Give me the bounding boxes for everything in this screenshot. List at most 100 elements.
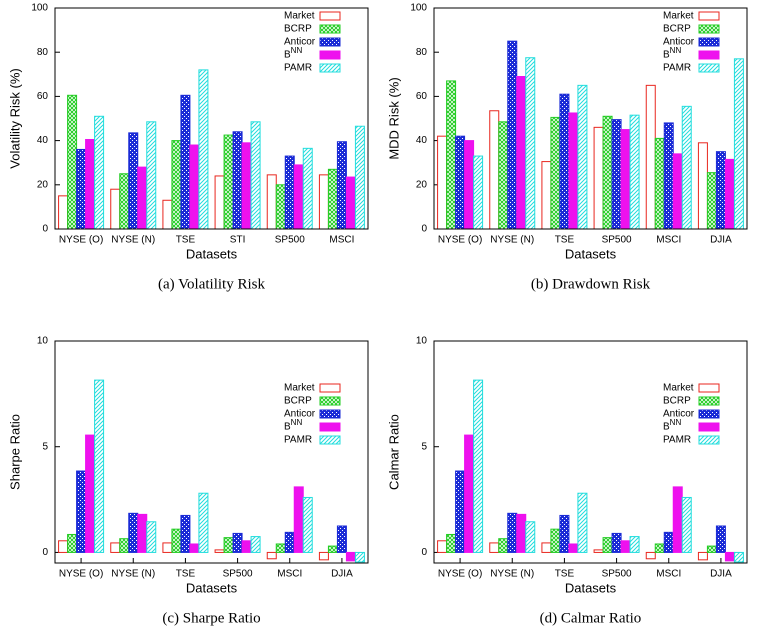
legend-label: Anticor xyxy=(663,37,695,48)
bar xyxy=(525,57,536,230)
x-tick-label: NYSE (N) xyxy=(111,569,155,580)
legend-label: BCRP xyxy=(284,24,312,35)
bar xyxy=(464,140,475,230)
bar xyxy=(455,470,466,553)
bar xyxy=(550,528,561,553)
bar xyxy=(223,134,234,230)
bar xyxy=(318,551,329,561)
bar xyxy=(171,528,182,553)
bar xyxy=(654,543,665,553)
bar xyxy=(241,142,252,230)
bar xyxy=(437,135,448,230)
bar xyxy=(733,58,744,230)
y-tick-label: 10 xyxy=(37,336,49,347)
bar xyxy=(715,151,726,230)
bar xyxy=(128,512,139,553)
bar xyxy=(645,551,656,560)
bar xyxy=(489,110,500,230)
bar xyxy=(302,147,313,230)
bar xyxy=(76,470,87,553)
bar xyxy=(58,540,69,553)
x-tick-label: SP500 xyxy=(223,569,253,580)
legend-swatch xyxy=(698,422,720,432)
legend-swatch xyxy=(698,409,720,419)
bar xyxy=(137,513,148,553)
bar xyxy=(593,549,604,553)
bar xyxy=(336,141,347,230)
x-tick-label: STI xyxy=(230,235,246,246)
bar xyxy=(455,135,466,230)
legend-label: Anticor xyxy=(663,409,695,420)
legend-swatch xyxy=(698,396,720,406)
legend-swatch xyxy=(319,37,341,47)
bar xyxy=(715,525,726,553)
legend-label: BCRP xyxy=(284,396,312,407)
bar xyxy=(507,512,518,553)
legend-swatch xyxy=(698,50,720,60)
legend-swatch xyxy=(319,409,341,419)
y-tick-label: 5 xyxy=(421,441,427,452)
legend-label: BCRP xyxy=(663,396,691,407)
legend-swatch xyxy=(698,383,720,393)
x-tick-label: NYSE (O) xyxy=(59,235,103,246)
x-tick-label: NYSE (O) xyxy=(59,569,103,580)
x-tick-label: TSE xyxy=(555,235,575,246)
x-tick-label: SP500 xyxy=(602,569,632,580)
x-tick-label: TSE xyxy=(176,569,196,580)
legend-label: BNN xyxy=(284,418,302,433)
bar xyxy=(180,514,191,553)
x-tick-label: TSE xyxy=(176,235,196,246)
legend-swatch xyxy=(319,396,341,406)
x-axis-label: Datasets xyxy=(565,580,617,595)
bar xyxy=(611,119,622,230)
legend-swatch xyxy=(698,37,720,47)
bar xyxy=(577,84,588,230)
y-tick-label: 40 xyxy=(37,135,49,146)
bar xyxy=(473,155,484,230)
y-tick-label: 0 xyxy=(42,224,48,235)
x-axis-label: Datasets xyxy=(186,580,238,595)
bar xyxy=(94,379,105,553)
y-tick-label: 100 xyxy=(410,3,427,14)
bar xyxy=(706,545,717,553)
bar xyxy=(58,195,69,230)
legend-label: BCRP xyxy=(663,24,691,35)
bar xyxy=(189,144,200,230)
legend-swatch xyxy=(319,422,341,432)
y-tick-label: 5 xyxy=(42,441,48,452)
bar xyxy=(128,132,139,230)
caption: (c) Sharpe Ratio xyxy=(162,610,260,626)
plot-frame xyxy=(433,7,748,230)
legend-label: PAMR xyxy=(284,435,312,446)
bar xyxy=(629,114,640,230)
bar xyxy=(681,496,692,553)
bar xyxy=(645,84,656,230)
y-tick-label: 0 xyxy=(421,224,427,235)
bar xyxy=(85,434,96,553)
legend-label: Anticor xyxy=(284,409,316,420)
bar xyxy=(336,525,347,553)
x-tick-label: NYSE (O) xyxy=(438,569,482,580)
bar xyxy=(464,434,475,553)
bar xyxy=(681,105,692,230)
bar xyxy=(525,521,536,553)
plot-frame xyxy=(54,340,369,564)
bar xyxy=(275,184,286,230)
x-tick-label: MSCI xyxy=(656,569,681,580)
bar xyxy=(266,174,277,230)
bar xyxy=(697,551,708,561)
legend-swatch xyxy=(319,435,341,445)
bar xyxy=(250,121,261,230)
bar xyxy=(214,549,225,553)
bar xyxy=(119,538,130,553)
bar xyxy=(162,542,173,553)
bar xyxy=(293,164,304,230)
x-tick-label: DJIA xyxy=(331,569,353,580)
x-tick-label: DJIA xyxy=(710,235,732,246)
legend-label: PAMR xyxy=(663,63,691,74)
legend-label: PAMR xyxy=(663,435,691,446)
y-tick-label: 0 xyxy=(42,547,48,558)
x-tick-label: MSCI xyxy=(329,235,354,246)
bar xyxy=(516,513,527,553)
bar xyxy=(620,540,631,553)
